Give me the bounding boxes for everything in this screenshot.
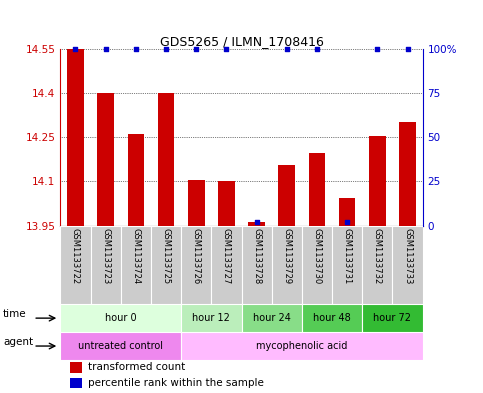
- Bar: [60, 332, 181, 360]
- Bar: [362, 226, 393, 304]
- Text: GSM1133727: GSM1133727: [222, 228, 231, 284]
- Bar: [248, 222, 265, 226]
- Text: GSM1133731: GSM1133731: [342, 228, 352, 284]
- Bar: [60, 304, 181, 332]
- Text: untreated control: untreated control: [78, 341, 163, 351]
- Text: transformed count: transformed count: [88, 362, 185, 372]
- Text: hour 24: hour 24: [253, 313, 291, 323]
- Point: [162, 46, 170, 52]
- Text: GSM1133722: GSM1133722: [71, 228, 80, 284]
- Bar: [242, 304, 302, 332]
- Text: hour 0: hour 0: [105, 313, 137, 323]
- Text: agent: agent: [3, 337, 33, 347]
- Bar: [393, 226, 423, 304]
- Text: GSM1133723: GSM1133723: [101, 228, 110, 284]
- Bar: [151, 226, 181, 304]
- Bar: [362, 304, 423, 332]
- Text: GSM1133726: GSM1133726: [192, 228, 201, 284]
- Text: hour 48: hour 48: [313, 313, 351, 323]
- Text: hour 72: hour 72: [373, 313, 412, 323]
- Bar: [70, 378, 82, 388]
- Point: [404, 46, 412, 52]
- Text: GSM1133732: GSM1133732: [373, 228, 382, 284]
- Bar: [218, 181, 235, 226]
- Bar: [158, 93, 174, 226]
- Bar: [181, 332, 423, 360]
- Point: [102, 46, 110, 52]
- Bar: [70, 362, 82, 373]
- Bar: [339, 198, 355, 226]
- Bar: [98, 93, 114, 226]
- Text: percentile rank within the sample: percentile rank within the sample: [88, 378, 264, 388]
- Bar: [369, 136, 385, 226]
- Text: mycophenolic acid: mycophenolic acid: [256, 341, 348, 351]
- Point: [192, 46, 200, 52]
- Bar: [279, 165, 295, 226]
- Text: GSM1133733: GSM1133733: [403, 228, 412, 284]
- Bar: [332, 226, 362, 304]
- Text: GSM1133725: GSM1133725: [161, 228, 170, 284]
- Text: GSM1133724: GSM1133724: [131, 228, 141, 284]
- Bar: [302, 304, 362, 332]
- Point: [132, 46, 140, 52]
- Point: [373, 46, 381, 52]
- Text: GSM1133730: GSM1133730: [313, 228, 322, 284]
- Bar: [242, 226, 271, 304]
- Bar: [121, 226, 151, 304]
- Bar: [91, 226, 121, 304]
- Point: [223, 46, 230, 52]
- Point: [313, 46, 321, 52]
- Point: [343, 219, 351, 225]
- Text: GSM1133728: GSM1133728: [252, 228, 261, 284]
- Text: time: time: [3, 309, 27, 319]
- Bar: [302, 226, 332, 304]
- Bar: [128, 134, 144, 226]
- Bar: [271, 226, 302, 304]
- Point: [283, 46, 291, 52]
- Bar: [67, 49, 84, 226]
- Point: [71, 46, 79, 52]
- Bar: [181, 226, 212, 304]
- Bar: [60, 226, 91, 304]
- Text: GSM1133729: GSM1133729: [282, 228, 291, 284]
- Title: GDS5265 / ILMN_1708416: GDS5265 / ILMN_1708416: [159, 35, 324, 48]
- Bar: [188, 180, 204, 226]
- Bar: [181, 304, 242, 332]
- Bar: [399, 122, 416, 226]
- Bar: [212, 226, 242, 304]
- Point: [253, 219, 260, 225]
- Bar: [309, 153, 325, 226]
- Text: hour 12: hour 12: [192, 313, 230, 323]
